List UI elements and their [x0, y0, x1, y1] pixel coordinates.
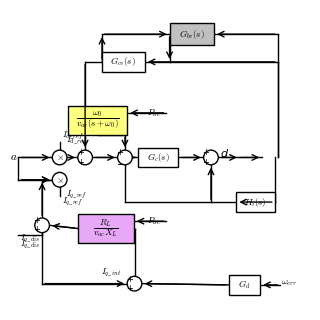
Text: +: + — [203, 158, 209, 167]
FancyBboxPatch shape — [228, 275, 260, 295]
Circle shape — [118, 150, 132, 165]
Text: $\dfrac{\omega_0}{v_{ac}(s+\omega_0)}$: $\dfrac{\omega_0}{v_{ac}(s+\omega_0)}$ — [76, 109, 120, 131]
Text: +: + — [77, 148, 84, 157]
Text: +: + — [126, 284, 133, 292]
Text: $I_{q\_ref}$: $I_{q\_ref}$ — [62, 196, 83, 208]
Text: $I_{d\_ref}$: $I_{d\_ref}$ — [66, 135, 88, 147]
Text: $P_{ac}$: $P_{ac}$ — [147, 215, 161, 227]
Text: d: d — [220, 148, 228, 159]
Text: $I_{q\_ref}$: $I_{q\_ref}$ — [66, 189, 87, 201]
Text: $a$: $a$ — [10, 152, 17, 163]
Text: $I_{q\_dis}$: $I_{q\_dis}$ — [20, 233, 40, 245]
FancyBboxPatch shape — [102, 52, 145, 72]
Circle shape — [204, 150, 218, 165]
Text: $\omega_{err}$: $\omega_{err}$ — [281, 279, 297, 288]
Text: $\times$: $\times$ — [56, 152, 64, 163]
Text: $G_d$: $G_d$ — [238, 279, 251, 291]
Text: $H_i(s)$: $H_i(s)$ — [244, 196, 267, 209]
Text: $I_{q\_int}$: $I_{q\_int}$ — [100, 266, 121, 278]
Circle shape — [127, 276, 142, 291]
FancyBboxPatch shape — [68, 106, 127, 135]
Text: $\times$: $\times$ — [56, 175, 64, 185]
FancyBboxPatch shape — [236, 192, 275, 212]
Text: $G_c(s)$: $G_c(s)$ — [147, 151, 170, 164]
Text: $\dfrac{R_L}{v_{ac}X_L}$: $\dfrac{R_L}{v_{ac}X_L}$ — [93, 218, 118, 239]
Circle shape — [35, 218, 50, 233]
Text: $-$: $-$ — [116, 158, 125, 168]
Text: +: + — [126, 275, 133, 284]
FancyBboxPatch shape — [78, 214, 134, 243]
Circle shape — [52, 150, 67, 165]
Text: $P_{ac}$: $P_{ac}$ — [147, 107, 161, 119]
Text: $I_{q\_dis}$: $I_{q\_dis}$ — [20, 239, 40, 251]
Text: +: + — [34, 216, 40, 225]
Text: +: + — [34, 225, 40, 234]
Text: +: + — [116, 148, 123, 157]
Circle shape — [78, 150, 92, 165]
Text: +: + — [77, 158, 84, 167]
Text: $G_{cv}(s)$: $G_{cv}(s)$ — [110, 55, 136, 68]
FancyBboxPatch shape — [170, 23, 214, 45]
Circle shape — [52, 172, 67, 187]
Text: $I_{d\_ref}$: $I_{d\_ref}$ — [62, 129, 84, 141]
Text: +: + — [203, 148, 209, 157]
FancyBboxPatch shape — [139, 148, 178, 167]
Text: $G_{bv}(s)$: $G_{bv}(s)$ — [179, 28, 205, 41]
